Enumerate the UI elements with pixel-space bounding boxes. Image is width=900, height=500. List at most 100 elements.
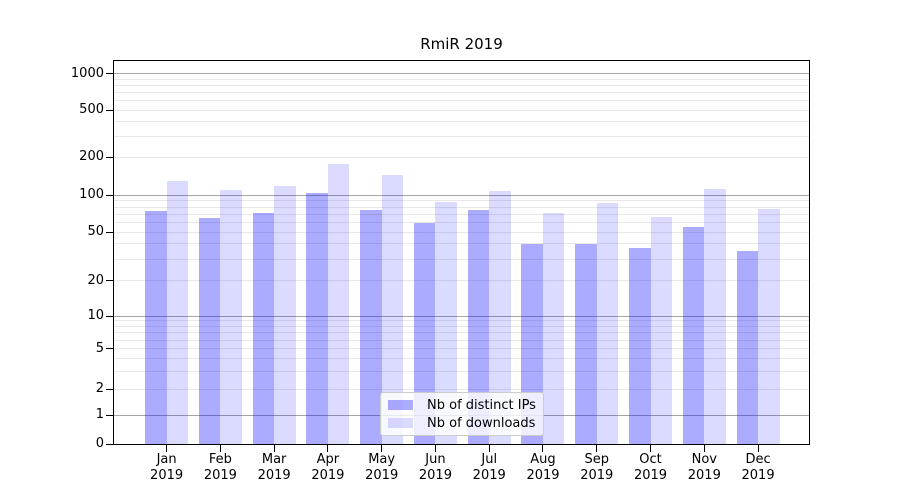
bar-downloads-may	[381, 174, 404, 444]
major-gridline	[114, 315, 809, 317]
bar-distinct-ips-mar	[252, 213, 275, 444]
y-tick-mark	[106, 443, 113, 445]
y-tick-mark	[106, 388, 113, 390]
x-tick-year: 2019	[257, 468, 291, 483]
x-tick-mark	[219, 445, 221, 452]
bar-downloads-jan	[166, 180, 189, 444]
x-tick-mark	[757, 445, 759, 452]
minor-gridline	[114, 206, 809, 208]
y-tick-mark	[106, 348, 113, 350]
legend-label-distinct-ips: Nb of distinct IPs	[427, 397, 536, 413]
x-tick-mark	[488, 445, 490, 452]
x-tick-year: 2019	[472, 468, 506, 483]
y-tick-mark	[106, 156, 113, 158]
x-tick-month: May	[368, 452, 396, 467]
bar-downloads-aug	[542, 213, 565, 444]
bar-downloads-apr	[327, 164, 350, 444]
x-tick-year: 2019	[687, 468, 721, 483]
minor-gridline	[114, 85, 809, 87]
y-tick-mark	[106, 194, 113, 196]
plot-area	[113, 60, 810, 445]
y-tick-label: 50	[87, 224, 104, 239]
x-tick-month: Apr	[316, 452, 340, 467]
x-tick-label-jul: Jul 2019	[457, 452, 521, 484]
x-tick-month: Mar	[261, 452, 287, 467]
bar-distinct-ips-oct	[629, 248, 651, 444]
x-tick-label-feb: Feb 2019	[188, 452, 252, 484]
minor-gridline	[114, 135, 809, 137]
minor-gridline	[114, 280, 809, 282]
x-tick-mark	[596, 445, 598, 452]
x-tick-month: Jul	[481, 452, 498, 467]
x-tick-year: 2019	[365, 468, 399, 483]
x-tick-label-dec: Dec 2019	[726, 452, 790, 484]
y-tick-mark	[106, 280, 113, 282]
minor-gridline	[114, 78, 809, 80]
x-tick-month: Jan	[156, 452, 177, 467]
minor-gridline	[114, 348, 809, 350]
x-tick-label-jun: Jun 2019	[403, 452, 467, 484]
bar-distinct-ips-nov	[682, 226, 705, 444]
y-tick-label: 100	[79, 187, 104, 203]
x-tick-mark	[327, 445, 329, 452]
minor-gridline	[114, 320, 809, 322]
legend-swatch-downloads	[388, 418, 413, 428]
major-gridline	[114, 73, 809, 75]
x-tick-year: 2019	[633, 468, 668, 483]
bar-distinct-ips-jan	[145, 211, 167, 444]
y-tick-label: 10	[87, 308, 104, 323]
bar-distinct-ips-jul	[467, 209, 490, 444]
bar-downloads-jul	[489, 190, 511, 444]
bar-distinct-ips-jun	[413, 223, 436, 444]
legend: Nb of distinct IPs Nb of downloads	[380, 392, 544, 436]
y-tick-label: 20	[87, 272, 104, 288]
bars-layer	[114, 61, 809, 444]
minor-gridline	[114, 258, 809, 260]
bar-downloads-mar	[274, 186, 296, 444]
x-tick-year: 2019	[526, 468, 560, 483]
x-tick-year: 2019	[580, 468, 614, 483]
x-tick-year: 2019	[203, 468, 237, 483]
x-tick-label-oct: Oct 2019	[619, 452, 683, 484]
x-tick-label-mar: Mar 2019	[242, 452, 306, 484]
x-tick-mark	[434, 445, 436, 452]
bar-downloads-oct	[650, 216, 673, 444]
x-tick-label-aug: Aug 2019	[511, 452, 575, 484]
minor-gridline	[114, 332, 809, 334]
minor-gridline	[114, 100, 809, 101]
x-tick-mark	[703, 445, 705, 452]
minor-gridline	[114, 358, 809, 359]
chart-title: RmiR 2019	[420, 35, 503, 53]
bar-downloads-dec	[758, 209, 780, 444]
x-tick-month: Feb	[208, 452, 232, 467]
x-tick-month: Dec	[745, 452, 771, 467]
bar-distinct-ips-dec	[736, 250, 759, 444]
major-gridline	[114, 194, 809, 196]
y-tick-label: 2	[95, 381, 104, 396]
legend-entry-distinct-ips: Nb of distinct IPs	[381, 398, 543, 413]
minor-gridline	[114, 243, 809, 245]
bar-distinct-ips-may	[360, 209, 382, 444]
x-tick-year: 2019	[741, 468, 775, 483]
minor-gridline	[114, 91, 809, 93]
bar-downloads-sep	[596, 202, 619, 444]
bar-downloads-feb	[220, 189, 242, 444]
gridlines-layer	[114, 61, 809, 444]
x-tick-label-jan: Jan 2019	[135, 452, 199, 484]
bar-downloads-nov	[704, 188, 726, 444]
minor-gridline	[114, 388, 809, 390]
y-tick-mark	[106, 109, 113, 111]
x-tick-year: 2019	[418, 468, 452, 483]
x-tick-label-apr: Apr 2019	[296, 452, 360, 484]
legend-entry-downloads: Nb of downloads	[381, 416, 543, 431]
x-tick-mark	[166, 445, 168, 452]
minor-gridline	[114, 339, 809, 341]
x-tick-label-may: May 2019	[350, 452, 414, 484]
y-tick-mark	[106, 231, 113, 233]
legend-swatch-distinct-ips	[388, 400, 413, 410]
y-tick-mark	[106, 73, 113, 75]
x-tick-month: Aug	[530, 452, 556, 467]
x-tick-label-sep: Sep 2019	[565, 452, 629, 484]
x-tick-month: Jun	[425, 452, 446, 467]
